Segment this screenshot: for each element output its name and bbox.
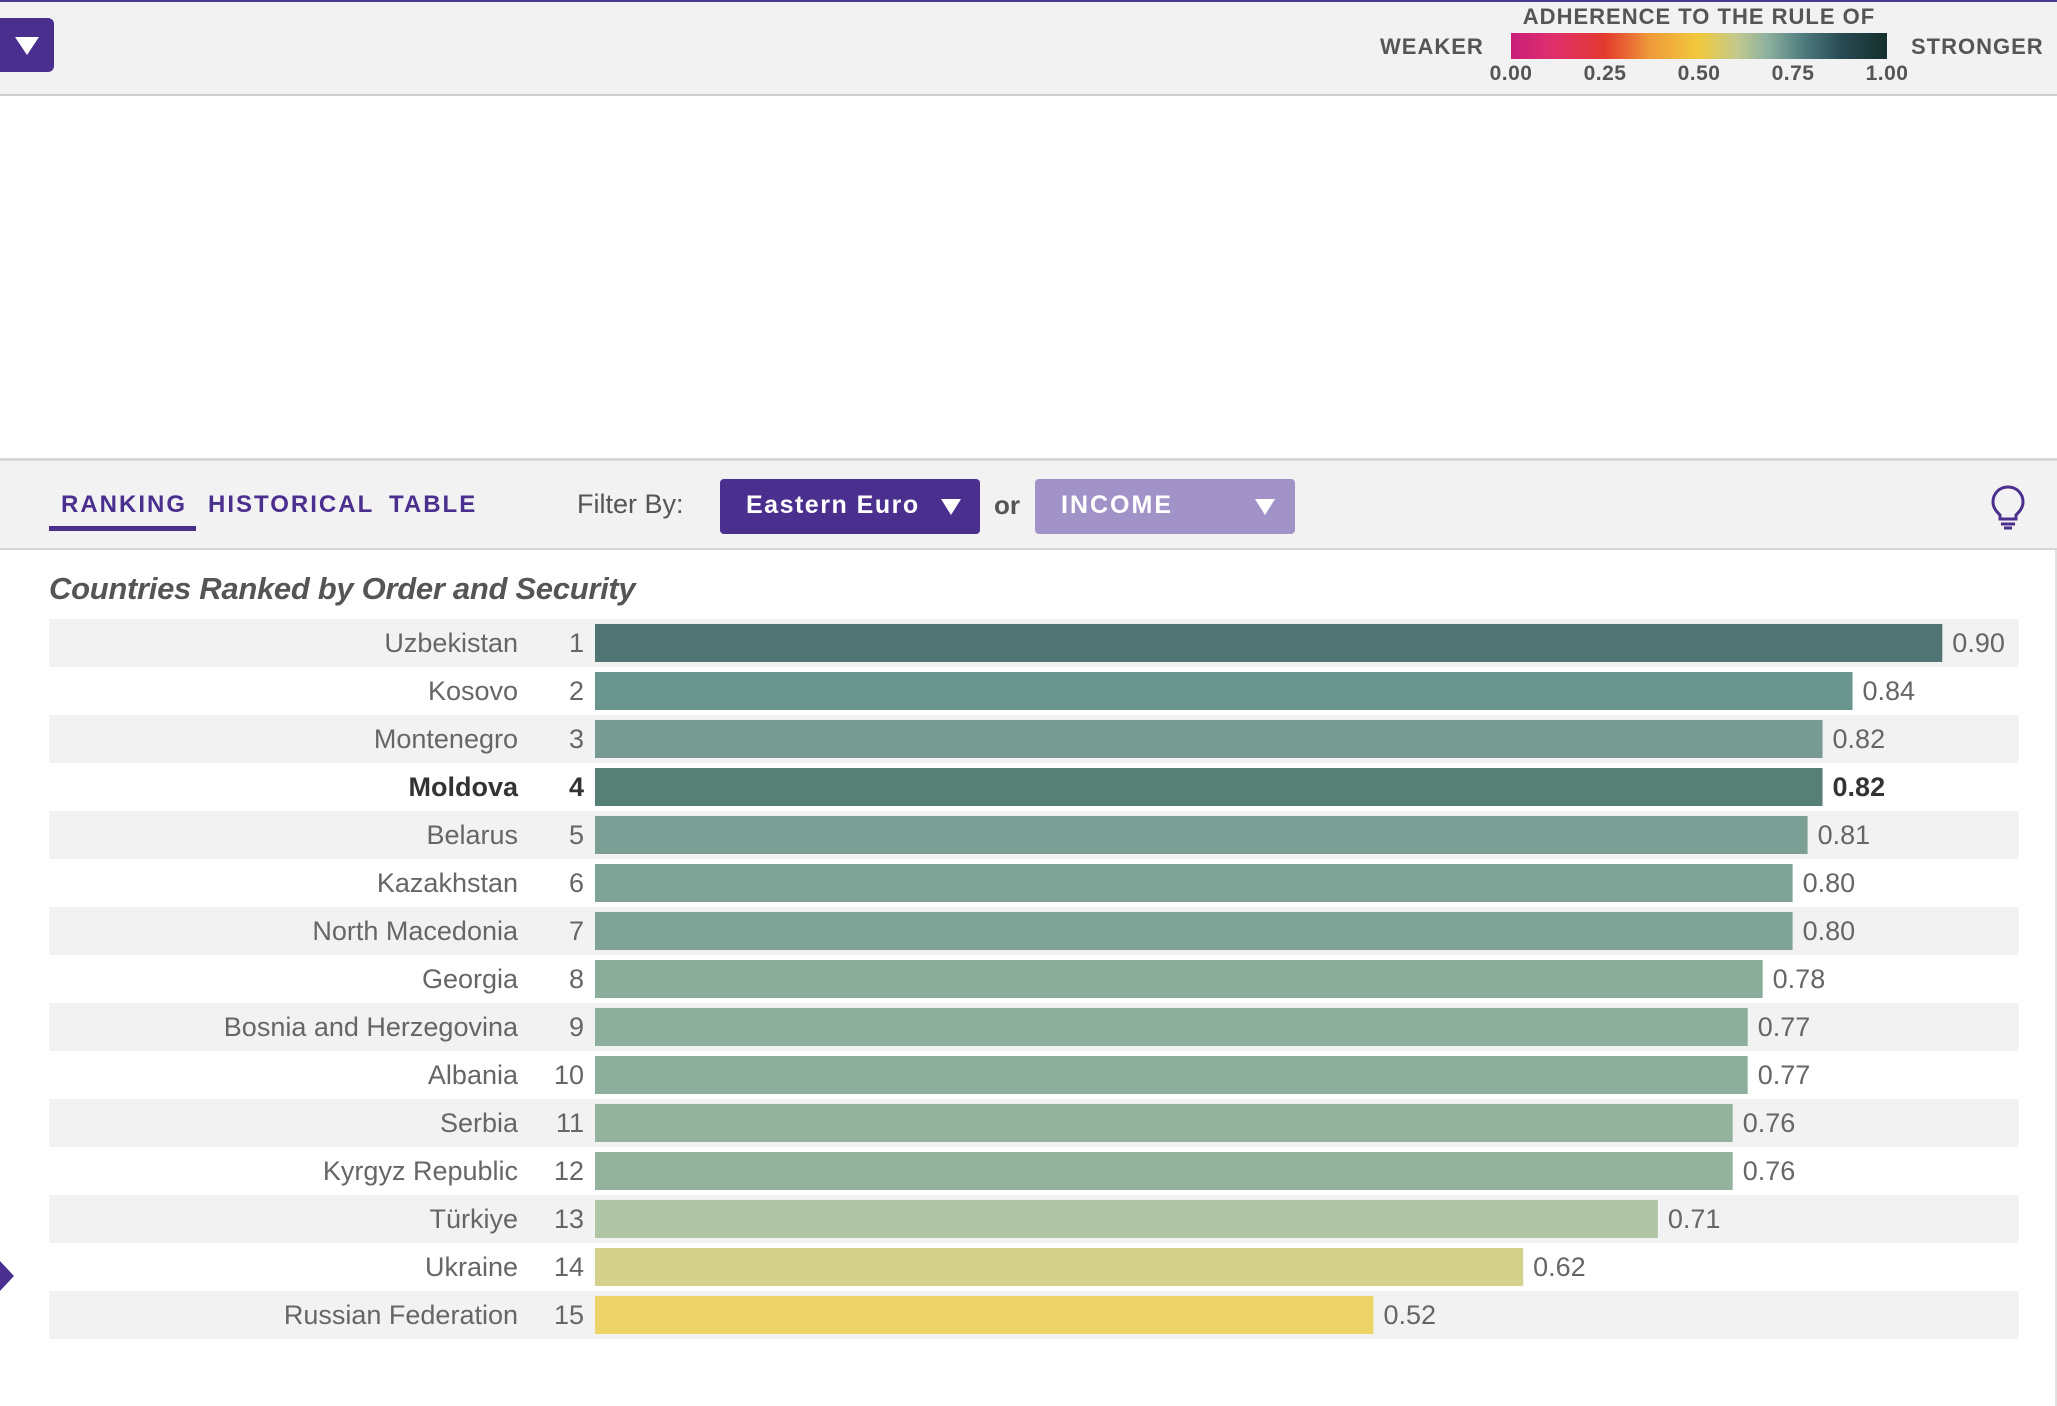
active-tab-indicator bbox=[49, 526, 196, 531]
pointer-marker-icon bbox=[0, 1261, 14, 1291]
value-label: 0.82 bbox=[1833, 772, 1886, 802]
legend-stronger-label: STRONGER bbox=[1911, 34, 2044, 59]
country-label: North Macedonia bbox=[312, 916, 519, 946]
rank-label: 11 bbox=[556, 1108, 584, 1138]
rank-label: 13 bbox=[554, 1204, 584, 1234]
region-filter-dropdown[interactable]: Eastern Euro bbox=[720, 479, 980, 534]
legend-tick: 0.50 bbox=[1677, 62, 1721, 85]
value-label: 0.81 bbox=[1818, 820, 1871, 850]
legend-color-scale bbox=[1511, 33, 1887, 59]
value-label: 0.76 bbox=[1743, 1108, 1796, 1138]
rank-label: 6 bbox=[569, 868, 584, 898]
rank-label: 1 bbox=[569, 628, 584, 658]
panel-divider bbox=[2055, 461, 2057, 1406]
chevron-down-icon bbox=[1255, 499, 1275, 515]
bar bbox=[595, 816, 1808, 854]
tab-ranking[interactable]: RANKING bbox=[61, 491, 187, 518]
bar bbox=[595, 1296, 1374, 1334]
value-label: 0.78 bbox=[1773, 964, 1826, 994]
chart-title: Countries Ranked by Order and Security bbox=[49, 571, 636, 606]
bar bbox=[595, 1104, 1733, 1142]
rank-label: 4 bbox=[569, 772, 584, 802]
ranking-panel: RANKING HISTORICAL TABLE Filter By: East… bbox=[0, 458, 2057, 1406]
rank-label: 8 bbox=[569, 964, 584, 994]
value-label: 0.82 bbox=[1833, 724, 1886, 754]
panel-toolbar: RANKING HISTORICAL TABLE Filter By: East… bbox=[0, 461, 2057, 550]
bar bbox=[595, 672, 1853, 710]
legend-tick: 0.75 bbox=[1771, 62, 1815, 85]
bar bbox=[595, 1056, 1748, 1094]
rank-label: 5 bbox=[569, 820, 584, 850]
country-label: Uzbekistan bbox=[384, 628, 518, 658]
value-label: 0.90 bbox=[1952, 628, 2005, 658]
value-label: 0.52 bbox=[1383, 1300, 1436, 1330]
lightbulb-icon[interactable] bbox=[1990, 484, 2026, 530]
value-label: 0.84 bbox=[1862, 676, 1915, 706]
bar bbox=[595, 720, 1823, 758]
or-label: or bbox=[994, 490, 1020, 520]
rank-label: 7 bbox=[569, 916, 584, 946]
country-label: Georgia bbox=[422, 964, 519, 994]
bar bbox=[595, 1152, 1733, 1190]
bar bbox=[595, 1248, 1524, 1286]
country-label: Bosnia and Herzegovina bbox=[224, 1012, 519, 1042]
country-label: Albania bbox=[428, 1060, 519, 1090]
country-label: Ukraine bbox=[425, 1252, 518, 1282]
value-label: 0.76 bbox=[1743, 1156, 1796, 1186]
country-label: Serbia bbox=[440, 1108, 519, 1138]
bar bbox=[595, 1008, 1748, 1046]
value-label: 0.80 bbox=[1803, 868, 1856, 898]
value-label: 0.77 bbox=[1758, 1060, 1811, 1090]
ranking-bar-chart: Uzbekistan 1 0.90 Kosovo 2 0.84 Montenegro 3 0.8… bbox=[49, 619, 2019, 1339]
chevron-down-icon bbox=[941, 499, 961, 515]
bar bbox=[595, 912, 1793, 950]
country-label: Belarus bbox=[426, 820, 518, 850]
country-label: Türkiye bbox=[429, 1204, 518, 1234]
rank-label: 3 bbox=[569, 724, 584, 754]
country-label: Russian Federation bbox=[284, 1300, 518, 1330]
value-label: 0.71 bbox=[1668, 1204, 1721, 1234]
country-label: Moldova bbox=[408, 772, 518, 802]
bar bbox=[595, 1200, 1658, 1238]
filter-label: Filter By: bbox=[577, 489, 684, 519]
income-filter-dropdown[interactable]: INCOME bbox=[1035, 479, 1295, 534]
bar bbox=[595, 864, 1793, 902]
legend-tick: 0.00 bbox=[1489, 62, 1533, 85]
rank-label: 2 bbox=[569, 676, 584, 706]
caret-down-icon bbox=[15, 37, 39, 55]
legend-weaker-label: WEAKER bbox=[1380, 34, 1484, 59]
top-bar: ADHERENCE TO THE RULE OF LAW WEAKER STRO… bbox=[0, 0, 2057, 96]
country-label: Kosovo bbox=[428, 676, 518, 706]
value-label: 0.77 bbox=[1758, 1012, 1811, 1042]
bar bbox=[595, 768, 1823, 806]
menu-toggle-button[interactable] bbox=[0, 18, 54, 72]
rank-label: 14 bbox=[554, 1252, 584, 1282]
country-label: Montenegro bbox=[374, 724, 518, 754]
region-filter-value: Eastern Euro bbox=[746, 491, 920, 519]
value-label: 0.62 bbox=[1533, 1252, 1586, 1282]
rank-label: 10 bbox=[554, 1060, 584, 1090]
bar bbox=[595, 960, 1763, 998]
bar bbox=[595, 624, 1943, 662]
country-label: Kyrgyz Republic bbox=[323, 1156, 518, 1186]
value-label: 0.80 bbox=[1803, 916, 1856, 946]
rank-label: 9 bbox=[569, 1012, 584, 1042]
legend-tick: 1.00 bbox=[1865, 62, 1909, 85]
income-filter-value: INCOME bbox=[1061, 491, 1173, 519]
rank-label: 12 bbox=[554, 1156, 584, 1186]
country-label: Kazakhstan bbox=[377, 868, 518, 898]
tab-historical[interactable]: HISTORICAL bbox=[208, 491, 375, 518]
tab-table[interactable]: TABLE bbox=[389, 491, 478, 518]
map-area bbox=[0, 96, 2057, 458]
rank-label: 15 bbox=[554, 1300, 584, 1330]
legend-tick: 0.25 bbox=[1583, 62, 1627, 85]
